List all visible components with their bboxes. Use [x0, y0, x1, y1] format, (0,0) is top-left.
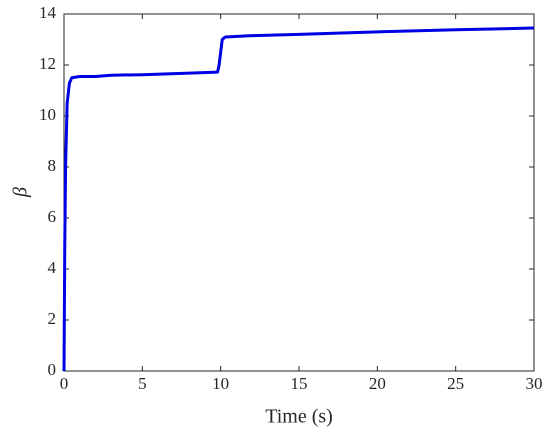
x-tick-label: 15 — [291, 374, 308, 393]
y-tick-label: 8 — [48, 156, 57, 175]
plot-frame — [63, 13, 535, 372]
y-tick-label: 2 — [48, 309, 57, 328]
data-line — [62, 26, 535, 372]
y-axis-title: β — [10, 187, 32, 198]
x-tick-label: 20 — [369, 374, 386, 393]
x-tick-label: 0 — [60, 374, 69, 393]
y-tick-label: 10 — [39, 105, 56, 124]
y-tick-label: 14 — [39, 3, 57, 22]
y-tick-label: 0 — [48, 360, 57, 379]
y-tick-label: 6 — [48, 207, 57, 226]
x-axis-title: Time (s) — [265, 406, 333, 428]
x-tick-label: 30 — [526, 374, 543, 393]
x-tick-label: 25 — [447, 374, 464, 393]
x-tick-label: 10 — [212, 374, 229, 393]
x-tick-label: 5 — [138, 374, 147, 393]
y-tick-label: 12 — [39, 54, 56, 73]
y-tick-label: 4 — [48, 258, 57, 277]
